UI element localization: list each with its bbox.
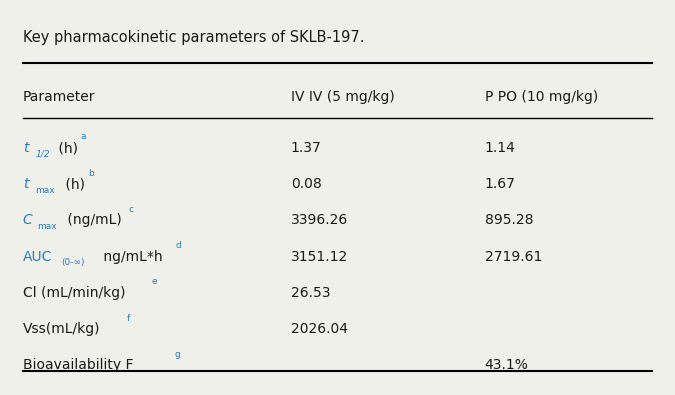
Text: Key pharmacokinetic parameters of SKLB-197.: Key pharmacokinetic parameters of SKLB-1… [23,30,364,45]
Text: 895.28: 895.28 [485,213,533,228]
Text: 1.14: 1.14 [485,141,516,155]
Text: 1.67: 1.67 [485,177,516,191]
Text: 0.08: 0.08 [291,177,321,191]
Text: (0-∞): (0-∞) [61,258,84,267]
Text: 3396.26: 3396.26 [291,213,348,228]
Text: 3151.12: 3151.12 [291,250,348,264]
Text: IV IV (5 mg/kg): IV IV (5 mg/kg) [291,90,394,104]
Text: b: b [88,169,94,178]
Text: f: f [127,314,130,323]
Text: 2719.61: 2719.61 [485,250,542,264]
Text: 2026.04: 2026.04 [291,322,348,336]
Text: e: e [151,277,157,286]
Text: Parameter: Parameter [23,90,95,104]
Text: AUC: AUC [23,250,52,264]
Text: (ng/mL): (ng/mL) [63,213,122,228]
Text: c: c [129,205,134,214]
Text: ng/mL*h: ng/mL*h [99,250,162,264]
Text: t: t [23,177,28,191]
Text: t: t [23,141,28,155]
Text: Bioavailability F: Bioavailability F [23,358,134,372]
Text: g: g [175,350,181,359]
Text: a: a [80,132,86,141]
Text: max: max [38,222,57,231]
Text: Vss(mL/kg): Vss(mL/kg) [23,322,101,336]
Text: d: d [176,241,182,250]
Text: 1.37: 1.37 [291,141,321,155]
Text: (h): (h) [61,177,85,191]
Text: 26.53: 26.53 [291,286,330,300]
Text: P PO (10 mg/kg): P PO (10 mg/kg) [485,90,598,104]
Text: Cl (mL/min/kg): Cl (mL/min/kg) [23,286,126,300]
Text: max: max [36,186,55,195]
Text: (h): (h) [53,141,78,155]
Text: 1/2: 1/2 [36,150,50,159]
Text: C: C [23,213,32,228]
Text: 43.1%: 43.1% [485,358,529,372]
